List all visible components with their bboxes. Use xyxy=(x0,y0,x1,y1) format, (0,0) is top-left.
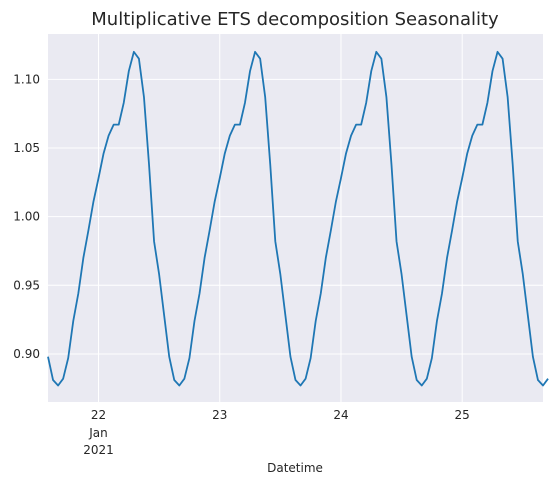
y-tick-label: 1.10 xyxy=(13,72,40,86)
y-tick-label: 0.90 xyxy=(13,347,40,361)
x-tick-label: 22 xyxy=(91,408,106,422)
x-tick-label: 25 xyxy=(455,408,470,422)
x-gridlines xyxy=(98,34,463,402)
x-tick-labels: 22 Jan 2021 23 24 25 xyxy=(83,408,470,457)
y-tick-label: 1.05 xyxy=(13,141,40,155)
plot-area xyxy=(48,34,543,402)
y-tick-label: 1.00 xyxy=(13,210,40,224)
x-tick-sublabel1: Jan xyxy=(88,426,108,440)
x-tick-label: 24 xyxy=(333,408,348,422)
x-tick-label: 23 xyxy=(212,408,227,422)
x-axis-label: Datetime xyxy=(267,461,323,475)
x-tick-sublabel2: 2021 xyxy=(83,443,114,457)
chart-title: Multiplicative ETS decomposition Seasona… xyxy=(91,9,499,30)
series-line-seasonality xyxy=(47,50,549,387)
y-gridlines xyxy=(48,78,543,355)
y-tick-label: 0.95 xyxy=(13,278,40,292)
y-tick-labels: 0.90 0.95 1.00 1.05 1.10 xyxy=(13,72,40,361)
